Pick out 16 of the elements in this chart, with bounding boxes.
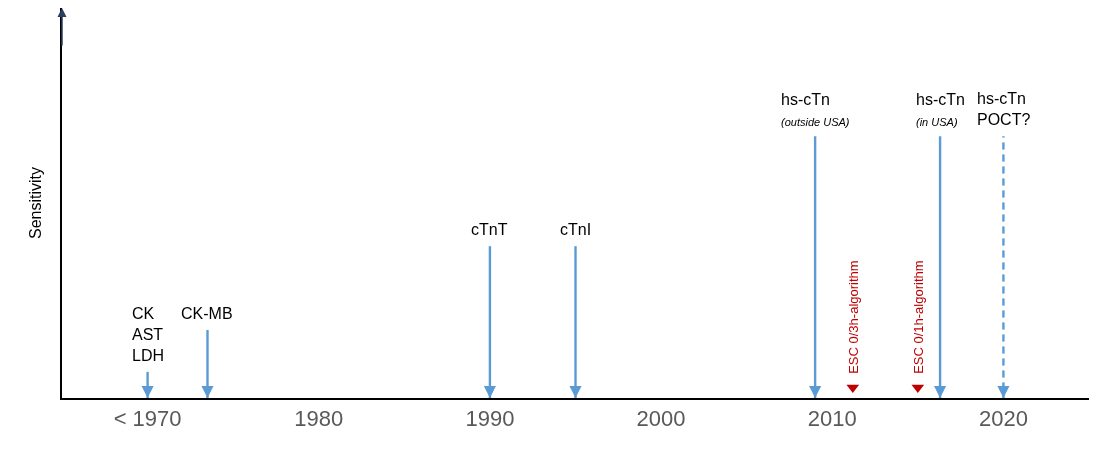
x-tick-label: 1980 bbox=[294, 406, 344, 432]
text: ESC 0/3h-algorithm bbox=[845, 260, 861, 374]
annotation: hs-cTn POCT? bbox=[977, 90, 1031, 128]
x-tick-label: 2010 bbox=[807, 406, 857, 432]
annotation: CK AST LDH bbox=[132, 305, 165, 364]
annotation: hs-cTn (outside USA) bbox=[781, 91, 850, 128]
x-tick-label: 1990 bbox=[465, 406, 515, 432]
annotation: CK-MB bbox=[181, 305, 233, 322]
annotation: cTnI bbox=[560, 221, 592, 238]
y-axis-title: Sensitivity bbox=[26, 166, 44, 240]
x-tick-label: 2020 bbox=[978, 406, 1028, 432]
annotation: cTnT bbox=[471, 221, 508, 238]
annotation: hs-cTn (in USA) bbox=[916, 91, 965, 128]
x-tick-label: 2000 bbox=[636, 406, 686, 432]
text: ESC 0/1h-algorithm bbox=[910, 260, 926, 374]
x-tick-label: < 1970 bbox=[113, 406, 182, 432]
